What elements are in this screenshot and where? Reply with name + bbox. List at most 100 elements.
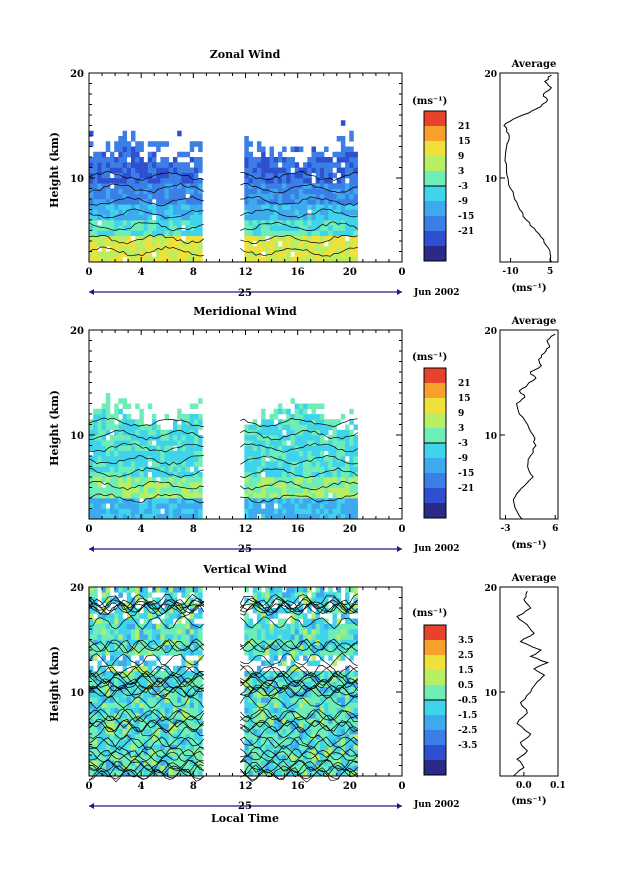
heatmap-cell	[168, 755, 174, 761]
heatmap-cell	[114, 623, 119, 630]
heatmap-cell	[147, 492, 153, 499]
heatmap-cell	[244, 157, 249, 163]
heatmap-cell	[265, 587, 270, 593]
heatmap-cell	[168, 718, 174, 724]
heatmap-cell	[151, 671, 157, 677]
heatmap-cell	[164, 209, 170, 216]
heatmap-cell	[114, 697, 119, 703]
heatmap-cell	[101, 220, 107, 226]
heatmap-cell	[298, 613, 304, 619]
contour-line	[240, 677, 358, 691]
heatmap-cell	[118, 188, 123, 195]
heatmap-cell	[126, 613, 132, 619]
heatmap-cell	[97, 241, 102, 247]
heatmap-cell	[93, 162, 98, 168]
heatmap-cell	[151, 450, 157, 457]
heatmap-cell	[324, 765, 329, 772]
heatmap-cell	[324, 671, 329, 677]
heatmap-cell	[147, 482, 153, 488]
heatmap-cell	[135, 151, 140, 158]
heatmap-cell	[135, 251, 140, 258]
heatmap-cell	[277, 235, 283, 242]
heatmap-cell	[252, 487, 258, 494]
heatmap-cell	[298, 188, 304, 195]
heatmap-cell	[349, 225, 354, 231]
colorbar-segment	[424, 186, 446, 202]
heatmap-cell	[172, 760, 178, 766]
heatmap-cell	[93, 414, 98, 420]
heatmap-cell	[189, 235, 195, 242]
heatmap-cell	[307, 692, 312, 698]
heatmap-cell	[244, 246, 249, 252]
heatmap-cell	[319, 246, 325, 252]
contour-line	[88, 708, 205, 723]
heatmap-cell	[181, 660, 186, 667]
heatmap-cell	[101, 246, 107, 252]
heatmap-cell	[282, 172, 287, 179]
heatmap-cell	[156, 629, 161, 635]
heatmap-cell	[244, 739, 249, 745]
heatmap-cell	[130, 136, 136, 142]
heatmap-cell	[273, 209, 279, 216]
heatmap-cell	[277, 707, 283, 714]
heatmap-cell	[147, 713, 153, 719]
heatmap-cell	[345, 713, 350, 719]
heatmap-cell	[189, 513, 195, 520]
heatmap-cell	[328, 508, 333, 515]
heatmap-cell	[101, 613, 107, 619]
heatmap-cell	[139, 235, 144, 242]
heatmap-cell	[139, 707, 144, 714]
heatmap-cell	[353, 513, 358, 520]
heatmap-cell	[122, 770, 128, 777]
heatmap-cell	[97, 183, 102, 189]
heatmap-cell	[324, 692, 329, 698]
heatmap-cell	[256, 230, 262, 237]
heatmap-cell	[265, 592, 270, 598]
heatmap-cell	[282, 183, 287, 189]
contour-line	[240, 708, 358, 723]
heatmap-cell	[286, 608, 291, 614]
colorbar-segment	[424, 715, 446, 731]
heatmap-cell	[147, 235, 153, 242]
heatmap-cell	[160, 744, 165, 751]
heatmap-cell	[349, 146, 354, 153]
heatmap-cell	[345, 157, 350, 163]
heatmap-cell	[328, 419, 333, 425]
heatmap-cell	[252, 188, 258, 195]
heatmap-cell	[172, 466, 178, 473]
heatmap-cell	[256, 162, 262, 168]
heatmap-cell	[273, 655, 279, 661]
y-axis-label: Height (km)	[48, 132, 61, 208]
heatmap-cell	[340, 734, 346, 740]
heatmap-cell	[345, 755, 350, 761]
heatmap-cell	[114, 188, 119, 195]
contour-line	[88, 665, 204, 678]
heatmap-cell	[340, 414, 346, 420]
heatmap-cell	[324, 634, 329, 640]
heatmap-cell	[160, 734, 165, 740]
heatmap-cell	[185, 482, 191, 488]
heatmap-cell	[256, 713, 262, 719]
heatmap-cell	[101, 178, 107, 184]
heatmap-cell	[126, 403, 132, 410]
heatmap-cell	[273, 650, 279, 656]
heatmap-cell	[151, 639, 157, 646]
heatmap-cell	[181, 503, 186, 509]
heatmap-cell	[269, 193, 274, 200]
heatmap-cell	[298, 718, 304, 724]
heatmap-cell	[185, 461, 191, 467]
heatmap-cell	[353, 235, 358, 242]
heatmap-cell	[198, 204, 203, 210]
heatmap-cell	[147, 618, 153, 625]
heatmap-cell	[269, 429, 274, 436]
day-label: 25	[238, 288, 252, 299]
heatmap-cell	[164, 602, 170, 609]
heatmap-cell	[135, 492, 140, 499]
heatmap-cell	[93, 461, 98, 467]
heatmap-cell	[139, 141, 144, 147]
heatmap-cell	[89, 193, 94, 200]
heatmap-cell	[307, 157, 312, 163]
heatmap-cell	[324, 697, 329, 703]
heatmap-cell	[328, 629, 333, 635]
heatmap-cell	[109, 613, 115, 619]
